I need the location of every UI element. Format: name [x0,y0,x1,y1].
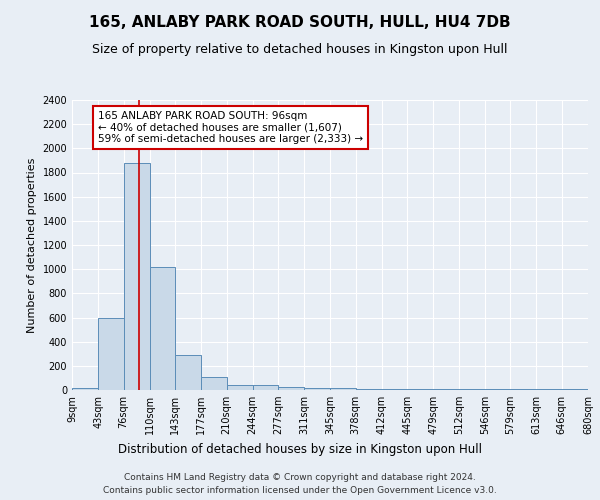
Bar [278,387,304,390]
Bar [175,355,201,390]
Bar [124,163,149,390]
Bar [227,384,253,390]
Text: Contains public sector information licensed under the Open Government Licence v3: Contains public sector information licen… [103,486,497,495]
Bar [331,388,356,390]
Bar [72,388,98,390]
Bar [304,388,331,390]
Bar [98,318,124,390]
Text: Distribution of detached houses by size in Kingston upon Hull: Distribution of detached houses by size … [118,442,482,456]
Bar [253,385,278,390]
Bar [149,267,175,390]
Text: 165 ANLABY PARK ROAD SOUTH: 96sqm
← 40% of detached houses are smaller (1,607)
5: 165 ANLABY PARK ROAD SOUTH: 96sqm ← 40% … [98,111,363,144]
Text: Size of property relative to detached houses in Kingston upon Hull: Size of property relative to detached ho… [92,42,508,56]
Bar [201,376,227,390]
Y-axis label: Number of detached properties: Number of detached properties [27,158,37,332]
Text: 165, ANLABY PARK ROAD SOUTH, HULL, HU4 7DB: 165, ANLABY PARK ROAD SOUTH, HULL, HU4 7… [89,15,511,30]
Text: Contains HM Land Registry data © Crown copyright and database right 2024.: Contains HM Land Registry data © Crown c… [124,472,476,482]
